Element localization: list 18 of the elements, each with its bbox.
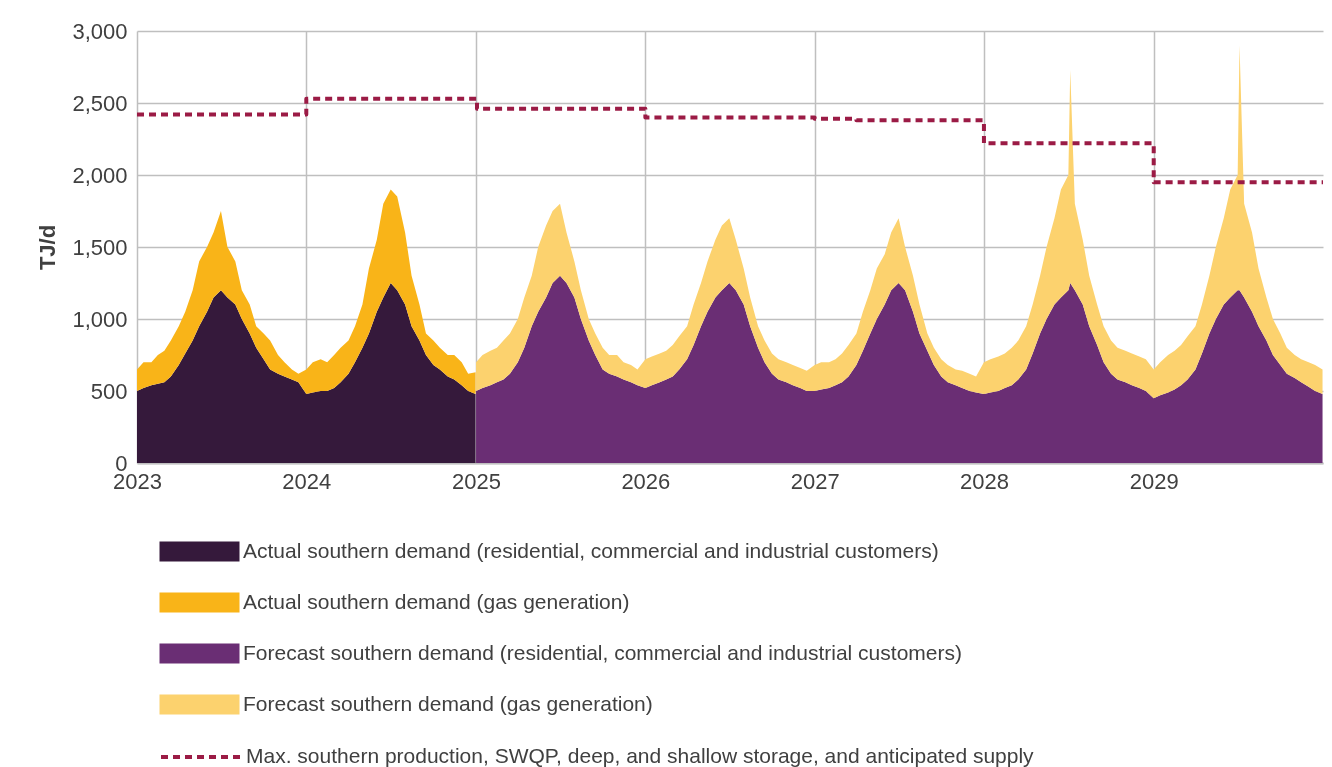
y-tick-label: 2,500: [72, 90, 128, 116]
legend-label: Forecast southern demand (residential, commercial and industrial customers): [243, 640, 962, 664]
y-tick-label: 2,000: [72, 162, 128, 188]
legend-label: Actual southern demand (residential, commercial and industrial customers): [243, 538, 939, 562]
x-tick-label: 2028: [959, 468, 1009, 494]
legend-label: Actual southern demand (gas generation): [243, 589, 630, 613]
legend-label: Forecast southern demand (gas generation): [243, 691, 653, 715]
y-tick-label: 500: [90, 378, 128, 404]
y-axis-title: TJ/d: [35, 224, 61, 271]
x-tick-label: 2029: [1129, 468, 1179, 494]
y-tick-label: 1,500: [72, 234, 128, 260]
legend-label: Max. southern production, SWQP, deep, and shallow storage, and anticipated supply: [246, 744, 1035, 767]
x-tick-label: 2025: [452, 468, 502, 494]
x-tick-label: 2024: [282, 468, 332, 494]
x-tick-label: 2027: [790, 468, 840, 494]
y-tick-label: 3,000: [72, 18, 128, 44]
y-tick-label: 1,000: [72, 306, 128, 332]
x-tick-label: 2026: [621, 468, 671, 494]
